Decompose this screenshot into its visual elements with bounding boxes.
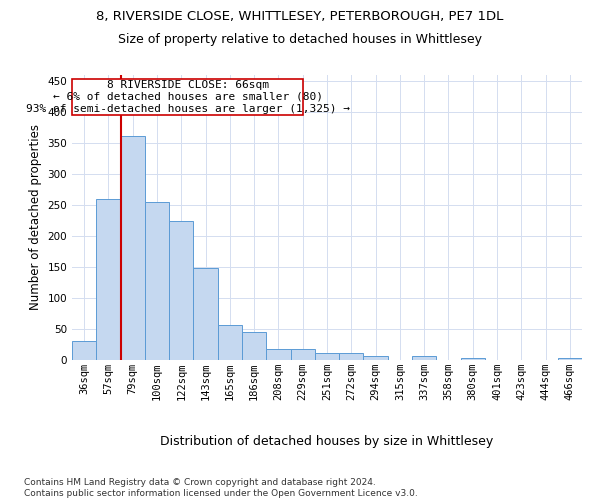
Bar: [121, 136, 145, 360]
Bar: [558, 358, 582, 360]
Text: Distribution of detached houses by size in Whittlesey: Distribution of detached houses by size …: [160, 435, 494, 448]
Text: 8, RIVERSIDE CLOSE, WHITTLESEY, PETERBOROUGH, PE7 1DL: 8, RIVERSIDE CLOSE, WHITTLESEY, PETERBOR…: [97, 10, 503, 23]
Bar: [290, 349, 315, 360]
Bar: [339, 353, 364, 360]
Text: Size of property relative to detached houses in Whittlesey: Size of property relative to detached ho…: [118, 32, 482, 46]
Bar: [364, 356, 388, 360]
Text: 8 RIVERSIDE CLOSE: 66sqm: 8 RIVERSIDE CLOSE: 66sqm: [107, 80, 269, 90]
Bar: [315, 353, 339, 360]
Bar: [72, 341, 96, 360]
Bar: [145, 202, 169, 360]
Text: Contains HM Land Registry data © Crown copyright and database right 2024.
Contai: Contains HM Land Registry data © Crown c…: [24, 478, 418, 498]
Bar: [193, 268, 218, 360]
Bar: [96, 199, 121, 360]
Bar: [266, 349, 290, 360]
Bar: [242, 332, 266, 360]
FancyBboxPatch shape: [73, 78, 303, 114]
Text: ← 6% of detached houses are smaller (80): ← 6% of detached houses are smaller (80): [53, 92, 323, 102]
Bar: [412, 356, 436, 360]
Bar: [461, 358, 485, 360]
Bar: [169, 220, 193, 360]
Y-axis label: Number of detached properties: Number of detached properties: [29, 124, 42, 310]
Bar: [218, 324, 242, 360]
Text: 93% of semi-detached houses are larger (1,325) →: 93% of semi-detached houses are larger (…: [26, 104, 350, 114]
